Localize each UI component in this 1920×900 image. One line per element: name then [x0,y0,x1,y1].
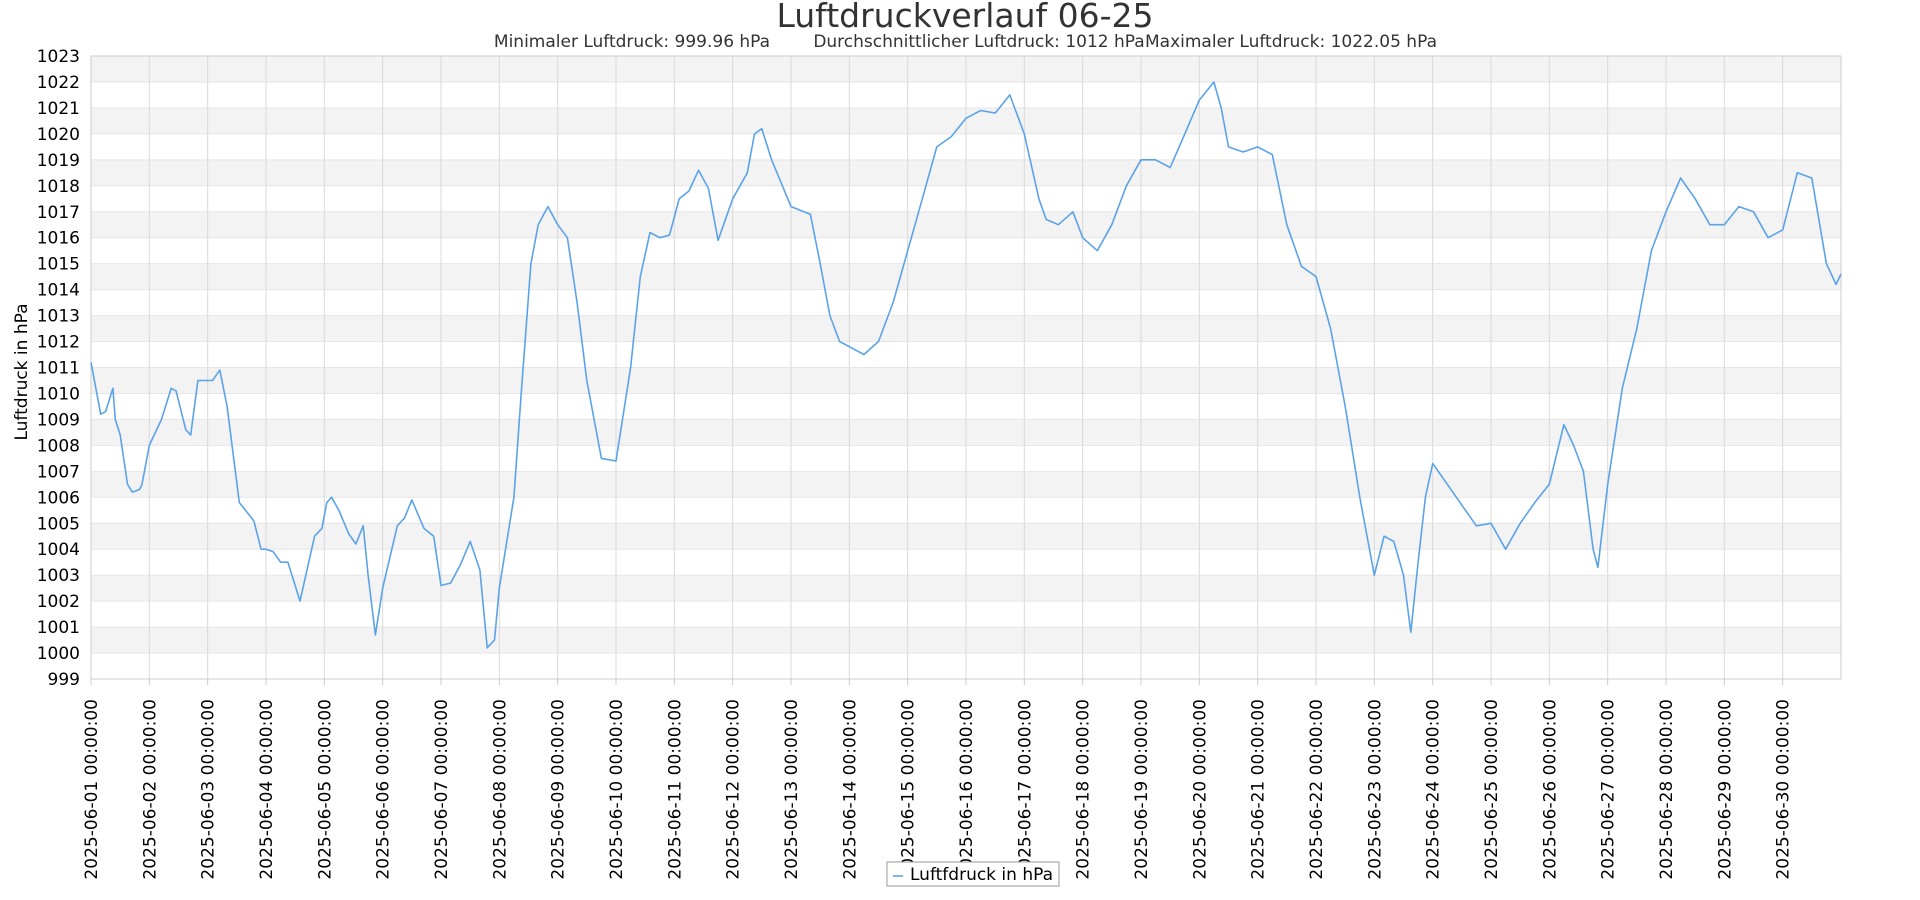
subtitle-avg: Durchschnittlicher Luftdruck: 1012 hPa [813,32,1144,52]
x-tick-label: 2025-06-30 00:00:00 [1774,699,1794,880]
x-tick-label: 2025-06-10 00:00:00 [607,699,627,880]
y-tick-label: 1023 [37,47,80,67]
x-tick-label: 2025-06-06 00:00:00 [374,699,394,880]
x-tick-label: 2025-06-03 00:00:00 [199,699,219,880]
legend-box [886,861,1060,887]
x-tick-label: 2025-06-02 00:00:00 [140,699,160,880]
y-tick-label: 1018 [37,177,80,197]
y-tick-label: 1012 [37,333,80,353]
subtitle-min: Minimaler Luftdruck: 999.96 hPa [494,32,770,52]
y-tick-label: 1001 [37,618,80,638]
y-tick-labels: 999 1000 1001 1002 1003 1004 1005 1006 1007 1008 1… [37,47,80,690]
x-tick-label: 2025-06-11 00:00:00 [665,699,685,880]
x-tick-label: 2025-06-22 00:00:00 [1307,699,1327,880]
y-tick-label: 1002 [37,592,80,612]
x-tick-label: 2025-06-27 00:00:00 [1599,699,1619,880]
x-tick-label: 2025-06-12 00:00:00 [724,699,744,880]
y-tick-label: 1020 [37,125,80,145]
x-tick-label: 2025-06-23 00:00:00 [1365,699,1385,880]
y-tick-label: 1004 [37,540,80,560]
y-tick-label: 1010 [37,384,80,404]
series-line-luftdruck [90,81,1842,649]
x-tick-label: 2025-06-15 00:00:00 [899,699,919,880]
y-tick-label: 1007 [37,462,80,482]
legend-label: Luftfdruck in hPa [910,865,1053,885]
y-tick-label: 1009 [37,410,80,430]
y-tick-label: 1022 [37,73,80,93]
subtitle-max: Maximaler Luftdruck: 1022.05 hPa [1145,32,1437,52]
x-tick-label: 2025-06-21 00:00:00 [1249,699,1269,880]
y-tick-label: 1005 [37,514,80,534]
y-tick-label: 1016 [37,229,80,249]
x-tick-label: 2025-06-16 00:00:00 [957,699,977,880]
y-tick-label: 1014 [37,281,80,301]
x-tick-label: 2025-06-01 00:00:00 [82,699,102,880]
x-tick-label: 2025-06-05 00:00:00 [315,699,335,880]
y-tick-label: 1021 [37,99,80,119]
y-tick-label: 1015 [37,255,80,275]
x-tick-label: 2025-06-18 00:00:00 [1074,699,1094,880]
y-tick-label: 1003 [37,566,80,586]
chart-title: Luftdruckverlauf 06-25 [776,0,1153,35]
x-tick-label: 2025-06-25 00:00:00 [1482,699,1502,880]
y-tick-label: 1011 [37,359,80,379]
x-tick-label: 2025-06-26 00:00:00 [1540,699,1560,880]
y-axis-label: Luftdruck in hPa [12,303,32,440]
y-tick-label: 1017 [37,203,80,223]
x-tick-label: 2025-06-14 00:00:00 [840,699,860,880]
x-tick-label: 2025-06-17 00:00:00 [1015,699,1035,880]
y-tick-label: 1006 [37,488,80,508]
x-tick-label: 2025-06-07 00:00:00 [432,699,452,880]
x-tick-labels: 2025-06-01 00:00:00 2025-06-02 00:00:00 20… [82,679,1794,880]
legend: Luftfdruck in hPa [886,861,1060,887]
y-tick-label: 1013 [37,307,80,327]
y-tick-label: 1000 [37,644,80,664]
y-tick-label: 1019 [37,151,80,171]
x-tick-label: 2025-06-13 00:00:00 [782,699,802,880]
x-tick-label: 2025-06-28 00:00:00 [1657,699,1677,880]
x-tick-label: 2025-06-24 00:00:00 [1424,699,1444,880]
y-tick-label: 1008 [37,436,80,456]
x-tick-label: 2025-06-04 00:00:00 [257,699,277,880]
x-tick-label: 2025-06-09 00:00:00 [549,699,569,880]
x-tick-label: 2025-06-19 00:00:00 [1132,699,1152,880]
y-tick-label: 999 [48,670,80,690]
x-tick-label: 2025-06-08 00:00:00 [490,699,510,880]
x-tick-label: 2025-06-29 00:00:00 [1715,699,1735,880]
x-tick-label: 2025-06-20 00:00:00 [1190,699,1210,880]
